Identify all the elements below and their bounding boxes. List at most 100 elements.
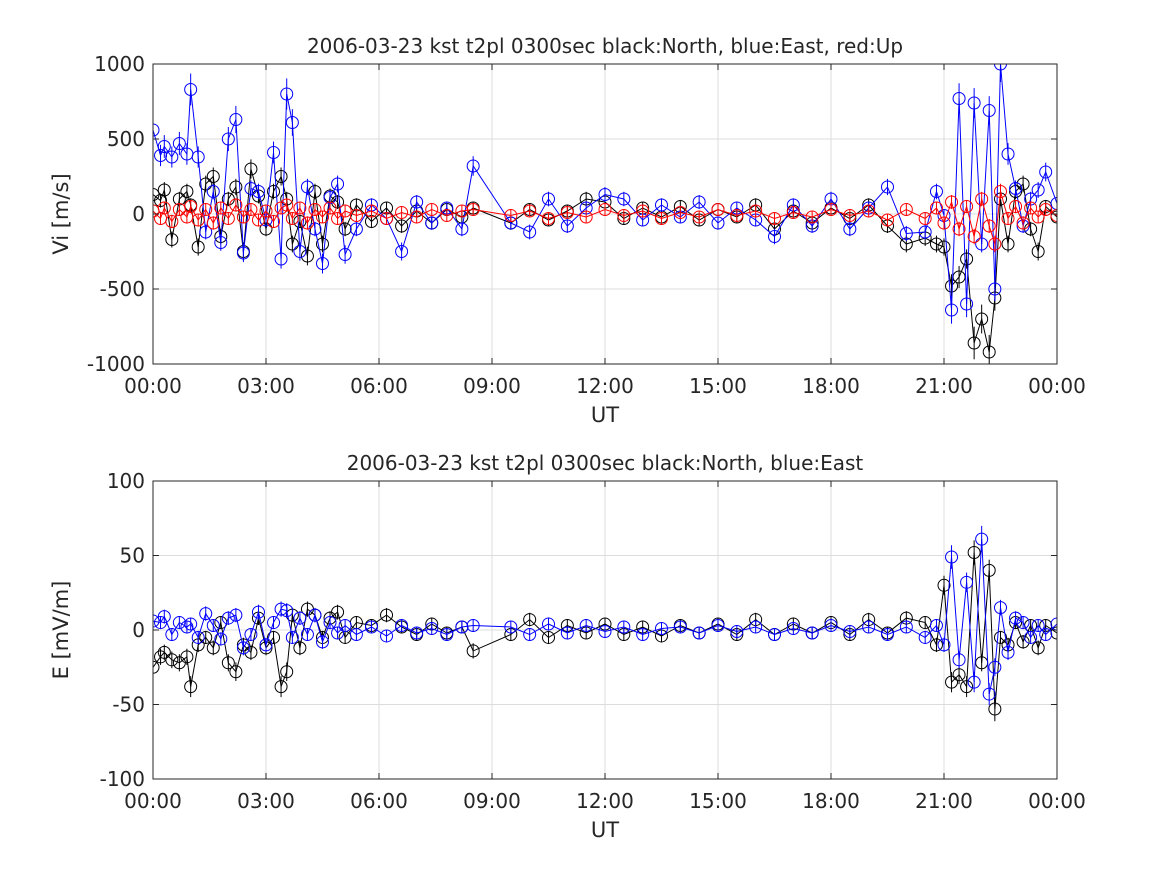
- velocity-series-2-point: [229, 198, 243, 212]
- velocity-x-tick-label: 18:00: [802, 374, 860, 398]
- efield-series-1-point: [244, 627, 258, 641]
- efield-x-tick-label: 00:00: [124, 789, 182, 813]
- velocity-series-0-point: [316, 237, 329, 251]
- velocity-series-1-point: [165, 150, 179, 164]
- velocity-chart-title: 2006-03-23 kst t2pl 0300sec black:North,…: [307, 34, 903, 58]
- velocity-series-0-point: [395, 219, 409, 233]
- velocity-series-1-point: [598, 188, 612, 201]
- efield-series-1-point: [280, 604, 294, 618]
- velocity-y-tick-label: -500: [100, 277, 145, 301]
- velocity-series-1-point: [214, 236, 228, 249]
- efield-series-1-point: [711, 619, 725, 633]
- velocity-y-tick-label: 0: [132, 202, 145, 226]
- velocity-series-0-point: [300, 249, 314, 263]
- velocity-series-2-point: [323, 201, 337, 215]
- efield-series-1-point: [236, 641, 250, 655]
- velocity-series-2-point: [300, 216, 314, 230]
- velocity-series-2-point: [824, 203, 838, 216]
- efield-x-tick-label: 03:00: [237, 789, 295, 813]
- efield-series-1-point: [960, 575, 974, 589]
- efield-series-0-point: [952, 668, 966, 682]
- efield-series-1-point: [293, 611, 307, 625]
- velocity-series-2-point: [1024, 201, 1038, 215]
- velocity-series-2-point: [157, 201, 171, 215]
- velocity-x-tick-label: 00:00: [1028, 374, 1086, 398]
- efield-series-1-point: [881, 627, 894, 641]
- efield-series-0-point: [988, 702, 1002, 716]
- velocity-series-2-point: [929, 201, 943, 215]
- velocity-series-2: [153, 183, 1057, 253]
- velocity-series-2-point: [749, 204, 763, 218]
- velocity-series-2-point: [598, 203, 612, 216]
- velocity-series-1-point: [251, 185, 265, 198]
- velocity-series-2-point: [579, 210, 593, 224]
- velocity-series-2-point: [982, 219, 996, 233]
- velocity-series-0-point: [975, 312, 989, 326]
- efield-chart-title: 2006-03-23 kst t2pl 0300sec black:North,…: [347, 451, 864, 475]
- velocity-series-2-point: [1001, 212, 1015, 225]
- velocity-series-2-point: [206, 216, 220, 230]
- velocity-series-1-point: [425, 216, 439, 230]
- efield-x-tick-label: 09:00: [463, 789, 521, 813]
- velocity-series-1-point: [274, 252, 288, 266]
- efield-series-1-point: [267, 616, 281, 630]
- efield-y-axis-label: E [mV/m]: [49, 581, 73, 680]
- velocity-series-2-point: [960, 200, 974, 213]
- velocity-x-axis-label: UT: [591, 403, 619, 427]
- efield-series-1-point: [199, 607, 213, 621]
- efield-series-1-point: [308, 608, 322, 622]
- velocity-series-0-point: [165, 233, 179, 246]
- velocity-series-1-point: [349, 222, 363, 236]
- efield-y-tick-label: 100: [107, 469, 145, 493]
- velocity-y-tick-label: -1000: [87, 352, 145, 376]
- velocity-y-tick-label: 1000: [94, 52, 145, 76]
- efield-series-0-point: [165, 653, 179, 667]
- efield-series-0-point: [331, 605, 345, 619]
- efield-series-0-point: [184, 680, 198, 694]
- velocity-series-2-point: [994, 185, 1007, 198]
- velocity-series-1-point: [154, 149, 168, 162]
- velocity-series-1-point: [331, 177, 345, 191]
- velocity-series-2-point: [711, 203, 725, 216]
- velocity-series-2-point: [862, 204, 876, 218]
- velocity-series-1-point: [293, 245, 307, 258]
- velocity-series-2-point: [655, 212, 668, 225]
- efield-series-1-point: [937, 638, 951, 652]
- efield-series-1-point: [206, 619, 220, 633]
- velocity-series-2-point: [1031, 210, 1045, 224]
- velocity-series-0-point: [982, 345, 996, 359]
- efield-x-tick-label: 21:00: [915, 789, 973, 813]
- efield-x-tick-label: 15:00: [689, 789, 747, 813]
- efield-series-1-point: [673, 620, 687, 634]
- velocity-series-1-point: [199, 225, 213, 239]
- velocity-series-0-point: [1016, 177, 1030, 191]
- velocity-series-0-point: [1031, 245, 1045, 258]
- efield-series-1-point: [1039, 627, 1053, 641]
- efield-series-0-point: [929, 638, 943, 652]
- velocity-series-2-point: [560, 206, 574, 219]
- velocity-series-2-point: [455, 204, 469, 218]
- velocity-series-1-point: [988, 282, 1002, 296]
- velocity-series-2-point: [331, 212, 345, 225]
- velocity-series-2-point: [1016, 216, 1030, 230]
- velocity-series-2-point: [952, 222, 966, 236]
- velocity-series-1-point: [191, 150, 205, 164]
- velocity-series-2-point: [1039, 203, 1053, 216]
- efield-series-1-point: [1009, 611, 1023, 625]
- velocity-series-1-point: [1031, 183, 1045, 197]
- velocity-series-2-point: [692, 210, 706, 224]
- efield-series-0-point: [1031, 641, 1045, 655]
- velocity-series-1-point: [523, 225, 537, 239]
- efield-series-1-point: [730, 624, 744, 638]
- velocity-series-1-point: [153, 123, 160, 137]
- velocity-series-0-point: [229, 180, 243, 194]
- efield-series-1-point: [636, 627, 650, 641]
- velocity-series-0-point: [960, 252, 974, 266]
- efield-series-0-point: [293, 641, 307, 655]
- efield-series-1-point: [504, 620, 518, 634]
- velocity-series-2-point: [617, 209, 631, 222]
- efield-y-tick-label: 50: [120, 544, 145, 568]
- efield-series-1-point: [184, 617, 198, 631]
- efield-series-1-point: [274, 602, 288, 616]
- velocity-series-2-point: [768, 212, 781, 225]
